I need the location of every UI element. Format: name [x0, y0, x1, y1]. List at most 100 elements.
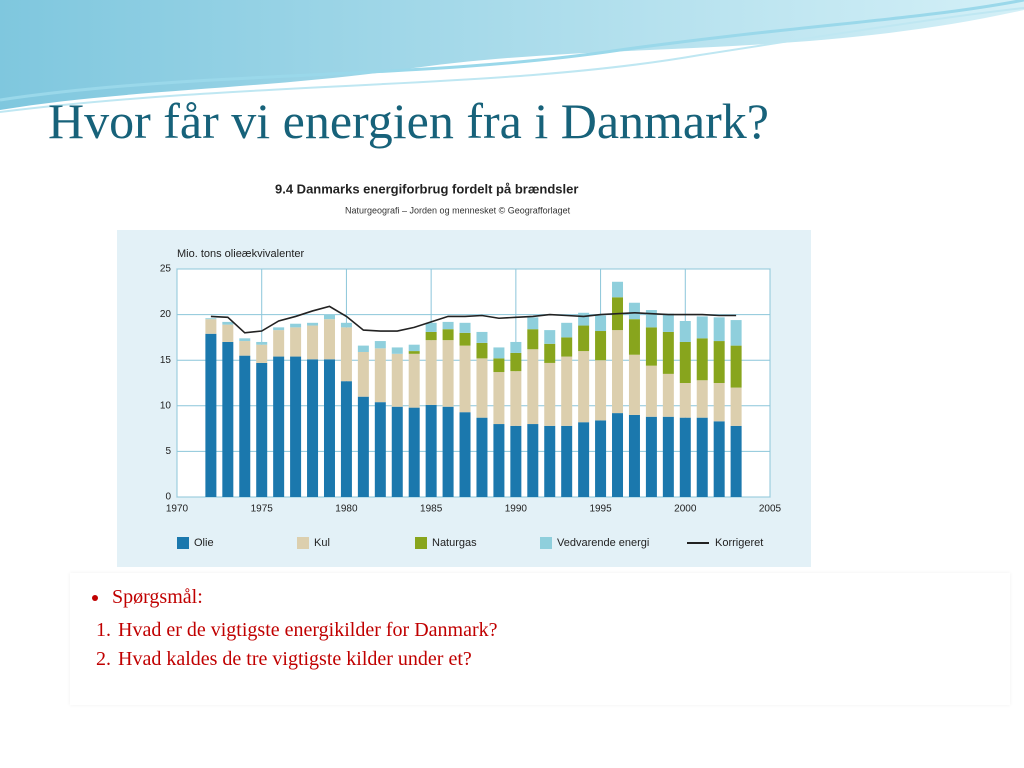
bar-segment [239, 341, 251, 356]
bar-segment [374, 402, 386, 497]
bar-segment [357, 345, 369, 352]
y-tick-label: 20 [160, 309, 172, 320]
bar-segment [696, 380, 708, 418]
line [210, 305, 737, 334]
bar-segment [679, 417, 691, 497]
bar-segment [459, 322, 471, 333]
bar-segment [340, 381, 352, 497]
bar-segment [459, 332, 471, 346]
bar-segment [544, 362, 556, 426]
bar-segment [612, 281, 624, 298]
legend-swatch [297, 537, 309, 549]
bar-segment [730, 387, 742, 426]
bar-segment [595, 331, 607, 361]
bar-segment [476, 358, 488, 418]
legend-label: Vedvarende energi [557, 537, 649, 549]
bar-segment [713, 317, 725, 342]
bar-segment [425, 404, 437, 497]
bar-segment [205, 319, 217, 334]
bar-segment [730, 345, 742, 388]
bar-segment [645, 416, 657, 497]
y-tick-label: 5 [165, 446, 171, 457]
x-tick-label: 1985 [420, 504, 443, 515]
bar-segment [527, 317, 539, 330]
bar-segment [595, 420, 607, 497]
bar-segment [256, 362, 268, 497]
y-tick-label: 10 [160, 400, 172, 411]
question-list: Hvad er de vigtigste energikilder for Da… [70, 616, 1010, 674]
bar-segment [290, 356, 302, 497]
bar-segment [340, 327, 352, 382]
bar-segment [459, 345, 471, 413]
bar-segment [527, 349, 539, 425]
bar-segment [273, 327, 285, 331]
bar-segment [628, 414, 640, 497]
bar-segment [612, 413, 624, 497]
bar-segment [595, 315, 607, 332]
bar-segment [595, 360, 607, 421]
bar-segment [476, 331, 488, 343]
bar-segment [730, 425, 742, 497]
bar-segment [408, 407, 420, 497]
bar-segment [340, 322, 352, 328]
x-tick-label: 2005 [759, 504, 782, 515]
bar-segment [628, 302, 640, 320]
bar-segment [493, 372, 505, 425]
bar-segment [459, 412, 471, 497]
legend-label: Korrigeret [715, 537, 763, 549]
bar-segment [442, 321, 454, 330]
bar-segment [476, 342, 488, 359]
bar-segment [561, 356, 573, 426]
bar-segment [561, 425, 573, 497]
x-tick-label: 2000 [674, 504, 697, 515]
bar-segment [679, 320, 691, 342]
bar-segment [323, 314, 335, 320]
bar-segment [612, 330, 624, 414]
bar-segment [713, 341, 725, 383]
x-tick-label: 1995 [589, 504, 612, 515]
bar-segment [645, 327, 657, 366]
bullet-list: Spørgsmål: [70, 583, 1010, 612]
bar-segment [222, 324, 234, 342]
bar-segment [578, 422, 590, 497]
bar-segment [578, 351, 590, 423]
bar-segment [290, 323, 302, 328]
bar-segment [730, 320, 742, 346]
bar-segment [323, 319, 335, 360]
bar-segment [307, 359, 319, 497]
bar-segment [273, 356, 285, 497]
bar-segment [662, 331, 674, 374]
bar-segment [628, 354, 640, 415]
bar-segment [662, 313, 674, 332]
bar-segment [222, 321, 234, 325]
bar-segment [493, 358, 505, 373]
bar-segment [645, 310, 657, 328]
bar-segment [510, 341, 522, 353]
bar-segment [374, 348, 386, 403]
bar-segment [645, 365, 657, 417]
bar-segment [679, 383, 691, 418]
bar-segment [527, 329, 539, 350]
x-tick-label: 1970 [166, 504, 189, 515]
bar-segment [323, 359, 335, 497]
bar-segment [662, 373, 674, 417]
wave-decoration [0, 0, 1024, 113]
bar-segment [374, 341, 386, 349]
bar-segment [527, 424, 539, 497]
bar-segment [679, 341, 691, 383]
bar-segment [256, 341, 268, 345]
legend-swatch [540, 537, 552, 549]
bar-segment [510, 352, 522, 372]
question: Hvad kaldes de tre vigtigste kilder unde… [116, 645, 1010, 674]
bar-segment [544, 330, 556, 344]
legend-label: Naturgas [432, 537, 477, 549]
bar-segment [239, 338, 251, 342]
bar-segment [391, 353, 403, 407]
slide-title: Hvor får vi energien fra i Danmark? [48, 93, 769, 149]
bar-segment [696, 338, 708, 381]
bar-segment [357, 396, 369, 497]
bar-segment [273, 330, 285, 357]
bar-segment [662, 416, 674, 497]
bar-segment [391, 406, 403, 497]
